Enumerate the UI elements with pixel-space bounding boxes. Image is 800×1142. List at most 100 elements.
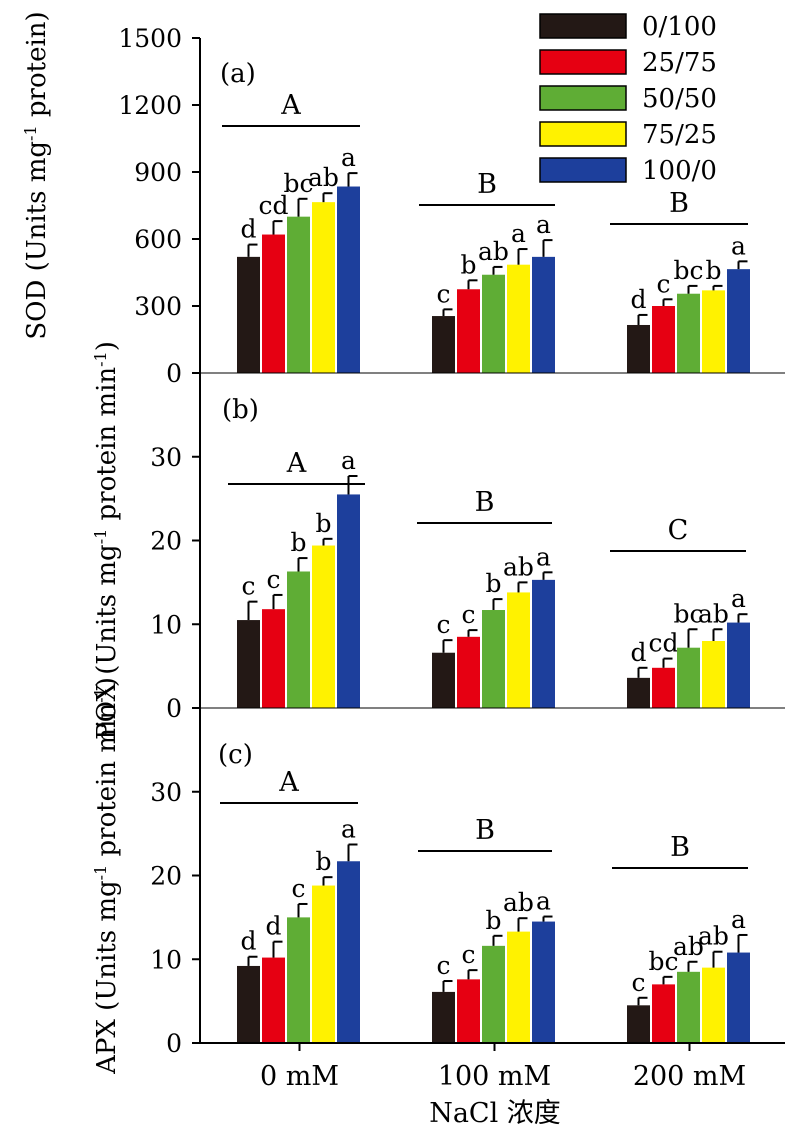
y-tick-label: 300 <box>134 292 182 321</box>
significance-letter: d <box>630 638 646 667</box>
bar-100-0 <box>532 921 555 1043</box>
bar-100-0 <box>532 256 555 373</box>
significance-letter: a <box>341 143 356 172</box>
bar-100-0 <box>337 186 360 373</box>
bar-100-0 <box>337 861 360 1043</box>
y-tick-label: 0 <box>166 359 182 388</box>
bar-75-25 <box>312 202 335 373</box>
bar-75-25 <box>507 592 530 708</box>
legend-swatch-75-25 <box>539 121 627 147</box>
group-letter: B <box>475 815 495 846</box>
bar-50-50 <box>677 293 700 373</box>
significance-letter: ab <box>673 932 704 961</box>
y-axis-title: SOD (Units mg-1 protein) <box>21 11 53 339</box>
significance-letter: bc <box>673 599 703 628</box>
bar-25-75 <box>652 984 675 1043</box>
bar-0-100 <box>627 1005 650 1043</box>
legend-swatch-25-75 <box>539 49 627 75</box>
y-title-superscript: -1 <box>91 687 110 703</box>
bar-25-75 <box>652 667 675 708</box>
significance-letter: b <box>460 250 476 279</box>
bar-0-100 <box>627 677 650 708</box>
y-axis-title: POX (Units mg-1 protein min-1) <box>91 341 123 740</box>
y-tick-label: 20 <box>150 527 182 556</box>
legend: 0/100 25/75 50/50 75/25 100/0 <box>539 12 717 186</box>
y-title-part: ) <box>92 341 122 351</box>
y-axis-title: APX (Units mg-1 protein min-1) <box>91 677 123 1075</box>
bar-75-25 <box>312 545 335 708</box>
y-tick-label: 10 <box>150 610 182 639</box>
x-axis-title: NaCl 浓度 <box>429 1098 561 1129</box>
significance-letter: c <box>241 572 255 601</box>
significance-letter: b <box>290 528 306 557</box>
legend-label: 100/0 <box>642 156 717 186</box>
panel-tag: (c) <box>218 740 253 770</box>
y-tick-label: 1200 <box>118 91 182 120</box>
bar-25-75 <box>262 234 285 373</box>
significance-letter: b <box>705 256 721 285</box>
panel-tag: (b) <box>222 395 259 425</box>
y-title-part: SOD (Units mg <box>22 141 52 340</box>
y-title-part: APX (Units mg <box>92 880 122 1075</box>
bar-25-75 <box>457 979 480 1043</box>
significance-letter: a <box>536 542 551 571</box>
y-tick-label: 0 <box>166 694 182 723</box>
y-title-superscript: -1 <box>91 865 110 881</box>
bar-100-0 <box>727 622 750 708</box>
significance-letter: a <box>341 446 356 475</box>
bar-0-100 <box>237 965 260 1043</box>
bar-50-50 <box>482 610 505 708</box>
significance-letter: bc <box>283 169 313 198</box>
legend-label: 0/100 <box>642 12 717 42</box>
significance-letter: c <box>461 940 475 969</box>
y-tick-label: 1500 <box>118 24 182 53</box>
y-title-part: protein min <box>92 367 122 529</box>
y-title-superscript: -1 <box>91 351 110 367</box>
bar-25-75 <box>457 636 480 708</box>
significance-letter: a <box>511 219 526 248</box>
y-title-part: POX (Units mg <box>92 544 122 740</box>
legend-label: 75/25 <box>642 120 717 150</box>
bar-100-0 <box>532 579 555 708</box>
significance-letter: b <box>485 906 501 935</box>
significance-letter: a <box>731 584 746 613</box>
significance-letter: a <box>536 210 551 239</box>
significance-letter: c <box>461 600 475 629</box>
y-title-superscript: -1 <box>91 529 110 545</box>
bar-50-50 <box>287 917 310 1043</box>
significance-letter: ab <box>478 237 509 266</box>
bar-25-75 <box>652 306 675 373</box>
x-axis: 0 mM 100 mM 200 mM <box>200 1042 785 1092</box>
significance-letter: c <box>266 565 280 594</box>
y-title-part: protein) <box>22 11 52 125</box>
y-tick-label: 20 <box>150 862 182 891</box>
significance-letter: ab <box>503 552 534 581</box>
bar-75-25 <box>702 290 725 373</box>
bar-75-25 <box>702 641 725 708</box>
bar-75-25 <box>702 967 725 1043</box>
significance-letter: cd <box>258 191 288 220</box>
y-title-part: protein min <box>92 703 122 865</box>
bar-50-50 <box>482 274 505 373</box>
y-title-superscript: -1 <box>21 125 40 141</box>
bar-75-25 <box>312 885 335 1043</box>
significance-letter: a <box>731 905 746 934</box>
significance-letter: c <box>436 279 450 308</box>
bar-100-0 <box>727 952 750 1043</box>
legend-swatch-0-100 <box>539 13 627 39</box>
significance-letter: c <box>436 610 450 639</box>
y-tick-label: 30 <box>150 778 182 807</box>
group-letter: A <box>278 767 299 798</box>
bar-50-50 <box>287 216 310 373</box>
y-tick-label: 600 <box>134 225 182 254</box>
significance-letter: b <box>315 847 331 876</box>
significance-letter: bc <box>648 947 678 976</box>
bar-100-0 <box>727 269 750 373</box>
x-tick-label: 100 mM <box>438 1061 551 1092</box>
significance-letter: d <box>630 285 646 314</box>
bar-75-25 <box>507 264 530 373</box>
significance-letter: bc <box>673 256 703 285</box>
